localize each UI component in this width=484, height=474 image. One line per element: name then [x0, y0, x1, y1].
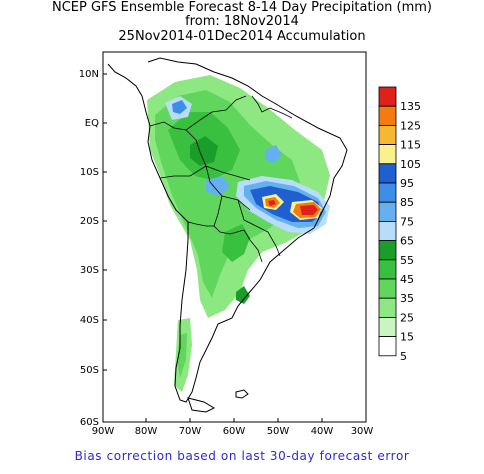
legend-label-5: 5 — [400, 350, 407, 363]
legend-swatch-25 — [378, 297, 397, 318]
map-subtitle-from: from: 18Nov2014 — [185, 14, 299, 29]
legend-swatch-115 — [378, 125, 397, 146]
lat-label-50s: 50S — [80, 365, 99, 376]
lon-label-90w: 90W — [92, 426, 115, 437]
legend-swatch-105 — [378, 144, 397, 165]
legend-swatch-35 — [378, 278, 397, 299]
map-subtitle-accumulation: 25Nov2014-01Dec2014 Accumulation — [118, 29, 366, 44]
legend-swatch-65 — [378, 220, 397, 241]
legend-label-25: 25 — [400, 311, 414, 324]
lon-label-60w: 60W — [223, 426, 246, 437]
legend-label-15: 15 — [400, 331, 414, 344]
map-title: NCEP GFS Ensemble Forecast 8-14 Day Prec… — [51, 0, 432, 15]
lat-label-10s: 10S — [80, 167, 99, 178]
legend-label-35: 35 — [400, 292, 414, 305]
legend-swatch-135 — [378, 86, 397, 107]
legend-label-95: 95 — [400, 177, 414, 190]
lon-label-30w: 30W — [351, 426, 374, 437]
precip-dark-green-4 — [236, 286, 250, 304]
legend-swatch-95 — [378, 163, 397, 184]
precipitation-legend: 135 125 115 105 95 85 75 65 55 45 35 25 15 5 — [378, 86, 421, 363]
longitude-axis: 90W 80W 70W 60W 50W 40W 30W — [92, 418, 374, 437]
legend-label-125: 125 — [400, 119, 421, 132]
legend-swatch-85 — [378, 182, 397, 203]
legend-swatch-75 — [378, 201, 397, 222]
falkland-islands — [235, 389, 249, 399]
latitude-axis: 10N EQ 10S 20S 30S 40S 50S 60S — [79, 69, 107, 428]
legend-swatch-125 — [378, 105, 397, 126]
legend-label-45: 45 — [400, 273, 414, 286]
legend-label-135: 135 — [400, 100, 421, 113]
legend-label-75: 75 — [400, 215, 414, 228]
legend-label-115: 115 — [400, 139, 421, 152]
legend-label-55: 55 — [400, 254, 414, 267]
lat-label-eq: EQ — [85, 118, 99, 129]
lat-label-60s: 60S — [80, 417, 99, 428]
lon-label-80w: 80W — [135, 426, 158, 437]
precip-blue-patch-2 — [206, 176, 230, 196]
lat-label-20s: 20S — [80, 216, 99, 227]
lon-label-50w: 50W — [267, 426, 290, 437]
legend-swatch-45 — [378, 259, 397, 280]
legend-label-105: 105 — [400, 158, 421, 171]
map-area — [103, 52, 366, 422]
lat-label-10n: 10N — [79, 69, 99, 80]
precip-blue-patch-1 — [265, 145, 282, 163]
legend-swatch-15 — [378, 316, 397, 337]
lon-label-40w: 40W — [311, 426, 334, 437]
legend-label-85: 85 — [400, 196, 414, 209]
precip-band-red-2 — [300, 205, 318, 215]
lat-label-30s: 30S — [80, 265, 99, 276]
country-borders — [149, 95, 293, 263]
bias-correction-note: Bias correction based on last 30-day for… — [74, 449, 410, 463]
precip-band-red-1 — [268, 200, 276, 206]
legend-swatch-55 — [378, 240, 397, 261]
south-america-coastline — [107, 57, 348, 403]
tierra-del-fuego — [187, 397, 216, 413]
precip-blue-north — [172, 100, 187, 114]
lon-label-70w: 70W — [179, 426, 202, 437]
legend-label-65: 65 — [400, 235, 414, 248]
lat-label-40s: 40S — [80, 315, 99, 326]
legend-swatch-5 — [378, 336, 397, 357]
